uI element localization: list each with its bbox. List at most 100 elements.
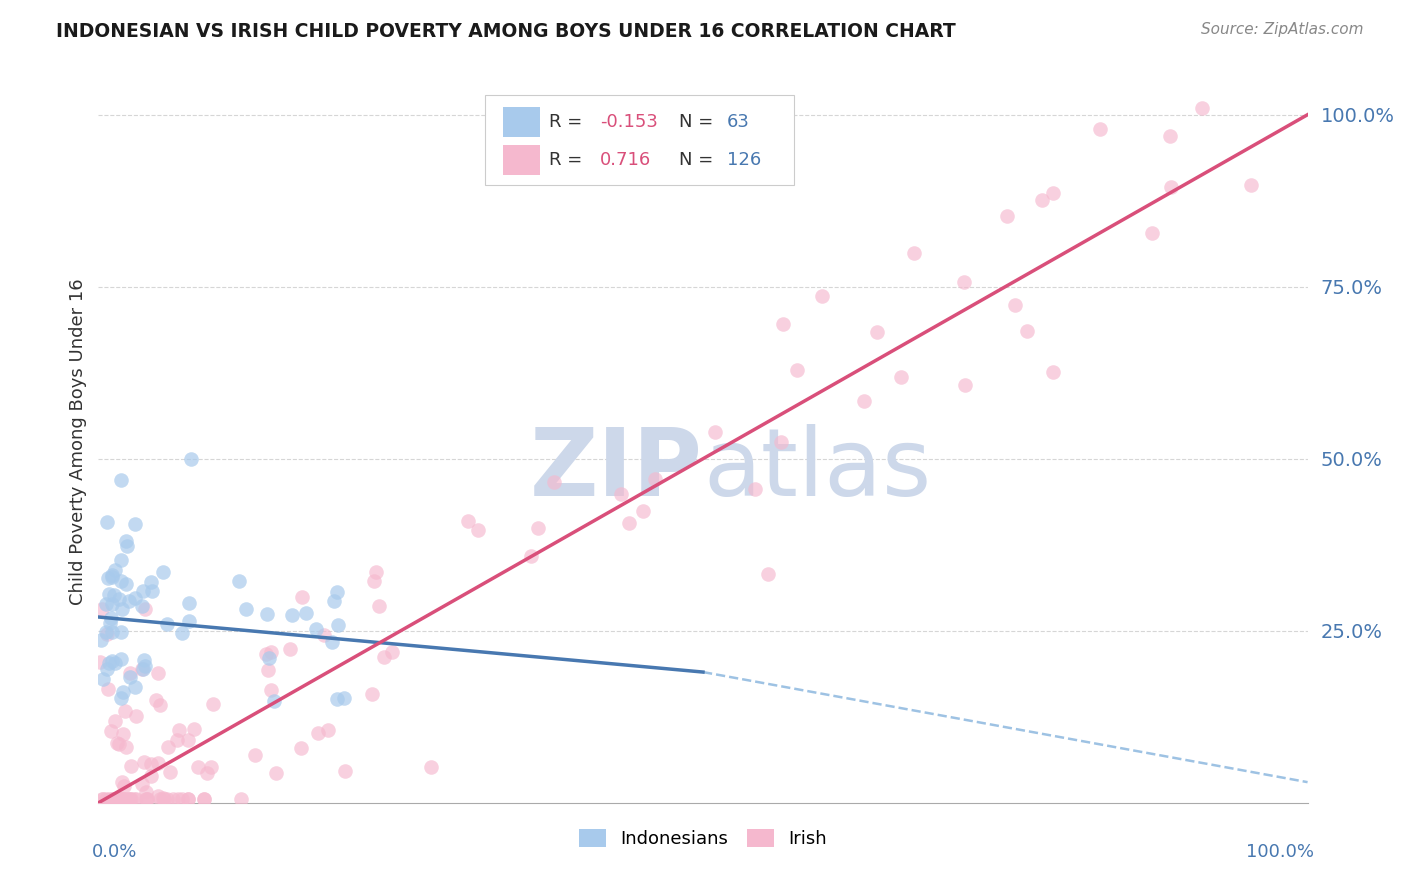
- Point: [366, 566, 388, 580]
- Point: [156, 616, 179, 631]
- Point: [96, 627, 118, 641]
- Point: [183, 722, 205, 736]
- Point: [1159, 128, 1181, 143]
- Point: [104, 656, 127, 670]
- Point: [263, 694, 285, 708]
- Point: [519, 549, 541, 563]
- Point: [91, 792, 114, 806]
- Point: [316, 723, 339, 738]
- Point: [96, 515, 118, 529]
- Point: [1031, 193, 1053, 207]
- Point: [110, 473, 132, 487]
- Point: [132, 662, 155, 676]
- Point: [177, 596, 200, 610]
- Point: [256, 647, 278, 661]
- Point: [117, 539, 139, 553]
- Point: [644, 472, 666, 486]
- Point: [243, 748, 266, 763]
- Point: [744, 483, 766, 497]
- Point: [631, 504, 654, 518]
- Point: [94, 792, 117, 806]
- Point: [112, 727, 135, 741]
- Point: [103, 792, 125, 806]
- Point: [148, 665, 170, 680]
- Point: [152, 790, 174, 805]
- Point: [193, 792, 215, 806]
- Point: [139, 574, 162, 589]
- Point: [170, 625, 193, 640]
- Point: [101, 567, 124, 582]
- Point: [1042, 365, 1064, 379]
- Point: [100, 624, 122, 639]
- Point: [457, 514, 479, 528]
- Point: [228, 574, 250, 589]
- Point: [110, 792, 132, 806]
- Point: [134, 659, 156, 673]
- Point: [98, 792, 121, 806]
- Point: [118, 792, 141, 806]
- Point: [256, 607, 278, 622]
- Point: [467, 523, 489, 537]
- Point: [100, 611, 122, 625]
- Point: [148, 698, 170, 713]
- Point: [295, 606, 318, 620]
- Text: 126: 126: [727, 151, 762, 169]
- Point: [156, 740, 179, 755]
- Point: [176, 792, 198, 806]
- Point: [94, 624, 117, 639]
- Point: [132, 755, 155, 769]
- Text: 0.0%: 0.0%: [93, 843, 138, 861]
- Point: [321, 635, 343, 649]
- Point: [141, 583, 163, 598]
- Point: [125, 709, 148, 723]
- Point: [180, 451, 202, 466]
- Point: [202, 697, 225, 711]
- Point: [124, 680, 146, 694]
- Point: [112, 792, 135, 806]
- Text: R =: R =: [550, 113, 589, 131]
- Point: [120, 792, 142, 806]
- Point: [114, 577, 136, 591]
- Point: [890, 369, 912, 384]
- Point: [259, 645, 281, 659]
- Point: [278, 641, 301, 656]
- Point: [307, 726, 329, 740]
- Point: [101, 597, 124, 611]
- Point: [132, 584, 155, 599]
- Point: [1088, 122, 1111, 136]
- Point: [170, 792, 193, 806]
- Point: [852, 393, 875, 408]
- Point: [953, 377, 976, 392]
- Point: [326, 692, 349, 706]
- Point: [367, 599, 389, 613]
- Point: [104, 714, 127, 728]
- Point: [111, 774, 134, 789]
- Point: [305, 623, 328, 637]
- Text: -0.153: -0.153: [600, 113, 658, 131]
- Point: [96, 662, 118, 676]
- Text: ZIP: ZIP: [530, 425, 703, 516]
- Point: [703, 425, 725, 440]
- Point: [120, 758, 142, 772]
- FancyBboxPatch shape: [503, 145, 540, 175]
- Point: [314, 628, 336, 642]
- Point: [169, 723, 191, 737]
- Point: [97, 681, 120, 696]
- Point: [280, 607, 302, 622]
- Point: [260, 683, 283, 698]
- Point: [146, 789, 169, 803]
- Point: [290, 741, 312, 756]
- Point: [1239, 178, 1261, 193]
- Point: [810, 289, 832, 303]
- Point: [420, 760, 443, 774]
- Point: [179, 614, 201, 628]
- Point: [91, 792, 114, 806]
- Point: [120, 670, 142, 684]
- Y-axis label: Child Poverty Among Boys Under 16: Child Poverty Among Boys Under 16: [69, 278, 87, 605]
- Point: [866, 325, 889, 339]
- Point: [101, 569, 124, 583]
- Text: R =: R =: [550, 151, 589, 169]
- Point: [112, 684, 135, 698]
- Point: [769, 434, 792, 449]
- Point: [149, 792, 172, 806]
